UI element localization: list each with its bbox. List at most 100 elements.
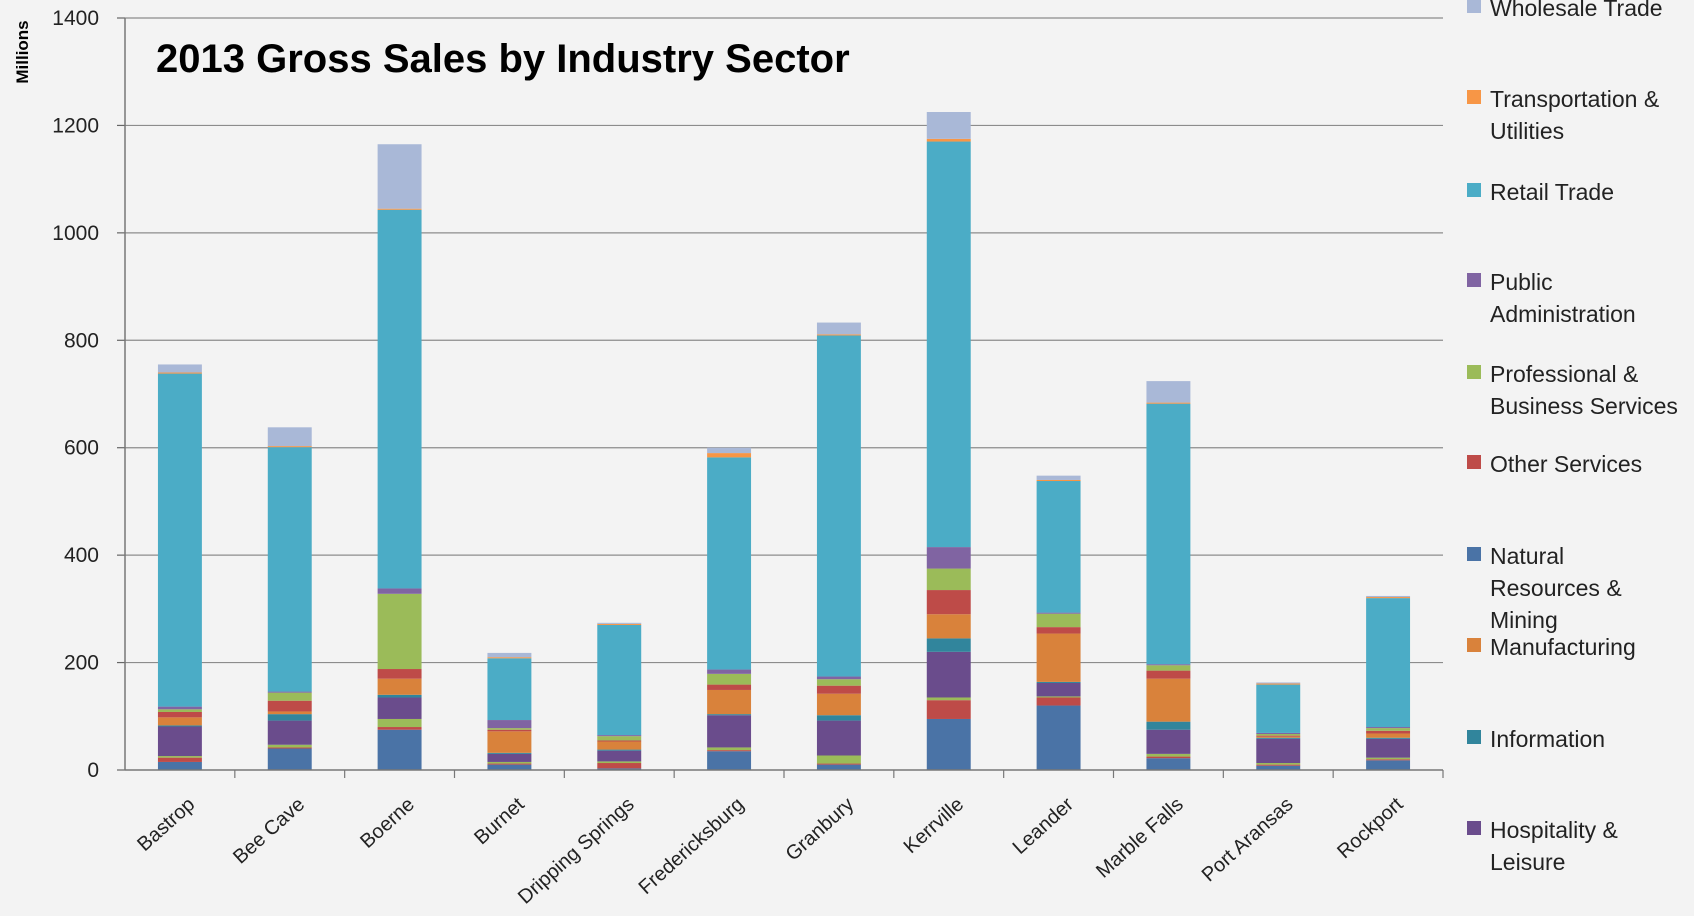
bar-segment bbox=[267, 700, 312, 712]
bar-segment bbox=[707, 714, 752, 716]
x-category-label: Rockport bbox=[1333, 793, 1408, 863]
bar-segment bbox=[157, 711, 202, 718]
bar-segment bbox=[926, 547, 971, 569]
bar-segment bbox=[1366, 759, 1411, 761]
x-category-label: Kerrville bbox=[900, 793, 968, 858]
chart-title: 2013 Gross Sales by Industry Sector bbox=[156, 37, 850, 81]
bar-segment bbox=[267, 747, 312, 749]
bar-segment bbox=[377, 727, 422, 730]
bar-segment bbox=[816, 720, 861, 756]
bar-segment bbox=[1366, 738, 1411, 758]
legend-label: Hospitality & bbox=[1490, 817, 1618, 843]
legend-swatch bbox=[1467, 0, 1481, 13]
bar-segment bbox=[707, 447, 752, 454]
bar-segment bbox=[267, 447, 312, 692]
bar-segment bbox=[487, 752, 532, 754]
y-tick-label: 800 bbox=[64, 329, 99, 352]
bar-segment bbox=[267, 714, 312, 721]
legend-swatch bbox=[1467, 455, 1481, 469]
bar-segment bbox=[487, 658, 532, 721]
bar-segment bbox=[597, 624, 642, 736]
bar-segment bbox=[816, 334, 861, 336]
bar-segment bbox=[1366, 730, 1411, 734]
bar-segment bbox=[597, 622, 642, 624]
bar-segment bbox=[487, 652, 532, 658]
legend: Wholesale Trade Transportation & Utilities… bbox=[1467, 0, 1678, 875]
bar-segment bbox=[816, 755, 861, 764]
y-tick-label: 600 bbox=[64, 437, 99, 460]
bar-segment bbox=[926, 112, 971, 139]
legend-label: Leisure bbox=[1490, 849, 1565, 875]
bar-segment bbox=[157, 726, 202, 757]
legend-label: Information bbox=[1490, 726, 1605, 752]
legend-swatch bbox=[1467, 273, 1481, 287]
bar-segment bbox=[1256, 737, 1301, 739]
bar-segment bbox=[926, 718, 971, 770]
bar-segment bbox=[926, 697, 971, 701]
bar-segment bbox=[1036, 481, 1081, 613]
bar-segment bbox=[597, 735, 642, 737]
legend-label: Utilities bbox=[1490, 118, 1564, 144]
bar-segment bbox=[816, 676, 861, 680]
bar-segment bbox=[597, 763, 642, 769]
bar-segment bbox=[487, 720, 532, 729]
bar-segment bbox=[707, 747, 752, 751]
x-category-label: Fredericksburg bbox=[635, 793, 749, 899]
legend-swatch bbox=[1467, 547, 1481, 561]
bar-segment bbox=[377, 729, 422, 770]
bars bbox=[157, 112, 1411, 770]
bar-segment bbox=[1256, 765, 1301, 770]
legend-label: Mining bbox=[1490, 607, 1558, 633]
bar-segment bbox=[1256, 684, 1301, 733]
bar-segment bbox=[1366, 727, 1411, 729]
bar-segment bbox=[1036, 479, 1081, 482]
bar-segment bbox=[597, 761, 642, 764]
bar-segment bbox=[707, 669, 752, 674]
bar-segment bbox=[377, 718, 422, 728]
bar-segment bbox=[816, 322, 861, 335]
bar-segment bbox=[1256, 683, 1301, 685]
bar-segment bbox=[1366, 728, 1411, 731]
bar-segment bbox=[1036, 613, 1081, 628]
bar-segment bbox=[816, 763, 861, 765]
bar-segment bbox=[267, 427, 312, 447]
legend-label: Professional & bbox=[1490, 361, 1638, 387]
legend-label: Wholesale Trade bbox=[1490, 0, 1663, 21]
x-category-label: Bastrop bbox=[133, 793, 199, 855]
legend-label: Transportation & bbox=[1490, 86, 1659, 112]
bar-segment bbox=[597, 768, 642, 770]
bar-segment bbox=[487, 763, 532, 765]
bar-segment bbox=[157, 757, 202, 762]
bar-segment bbox=[816, 693, 861, 716]
bar-segment bbox=[1366, 760, 1411, 770]
bar-segment bbox=[157, 364, 202, 373]
bar-segment bbox=[707, 750, 752, 752]
bar-segment bbox=[926, 651, 971, 698]
bar-segment bbox=[816, 715, 861, 721]
bar-segment bbox=[1366, 595, 1411, 598]
bar-segment bbox=[267, 744, 312, 748]
bar-segment bbox=[597, 740, 642, 742]
bar-segment bbox=[267, 446, 312, 448]
bar-segment bbox=[1036, 705, 1081, 770]
bar-segment bbox=[487, 728, 532, 730]
legend-label: Manufacturing bbox=[1490, 634, 1636, 660]
bar-segment bbox=[377, 593, 422, 670]
bar-segment bbox=[1036, 612, 1081, 614]
bar-segment bbox=[157, 709, 202, 712]
bar-segment bbox=[597, 750, 642, 762]
bar-segment bbox=[1146, 670, 1191, 679]
bar-segment bbox=[597, 623, 642, 625]
bar-segment bbox=[926, 138, 971, 142]
bar-segment bbox=[1256, 735, 1301, 737]
bar-segment bbox=[926, 614, 971, 639]
bar-segment bbox=[377, 697, 422, 719]
y-tick-label: 1400 bbox=[52, 7, 99, 30]
bar-segment bbox=[597, 749, 642, 751]
bar-segment bbox=[157, 372, 202, 374]
bar-segment bbox=[1036, 633, 1081, 682]
x-category-label: Bee Cave bbox=[229, 793, 309, 868]
bar-segment bbox=[1146, 678, 1191, 722]
